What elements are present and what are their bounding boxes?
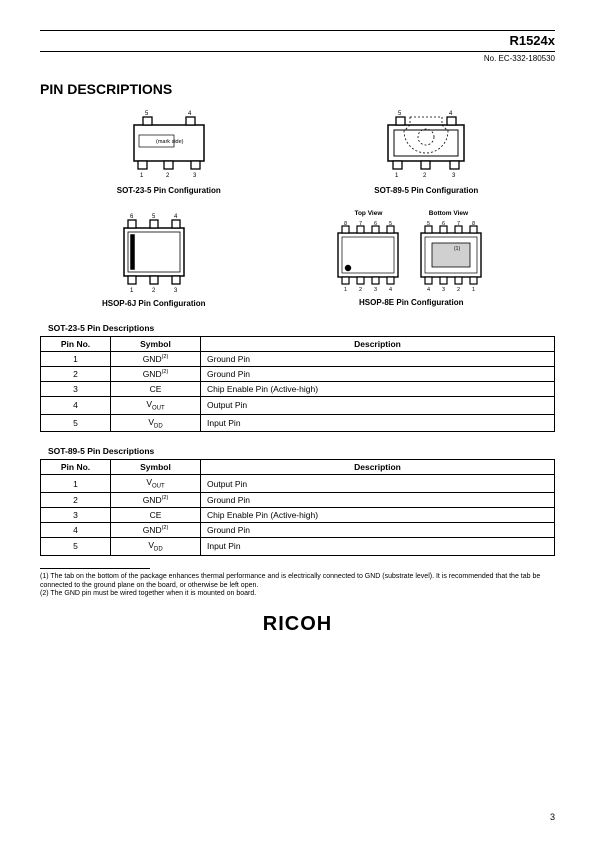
svg-text:6: 6	[374, 221, 377, 227]
svg-text:1: 1	[344, 287, 347, 293]
footnote-1: (1) The tab on the bottom of the package…	[40, 573, 555, 591]
sot235-svg: (mark side) 5 4 1 2 3	[109, 107, 229, 182]
svg-text:7: 7	[359, 221, 362, 227]
table-row: 5VDDInput Pin	[41, 414, 555, 432]
svg-text:3: 3	[452, 173, 456, 179]
table-header-row: Pin No.SymbolDescription	[41, 337, 555, 352]
svg-text:2: 2	[166, 173, 170, 179]
svg-text:8: 8	[472, 221, 475, 227]
sot235-table: Pin No.SymbolDescription 1GND(2)Ground P…	[40, 336, 555, 432]
svg-text:3: 3	[193, 173, 197, 179]
page-number: 3	[550, 812, 555, 822]
svg-text:3: 3	[174, 288, 178, 294]
sot895-table: Pin No.SymbolDescription 1VOUTOutput Pin…	[40, 459, 555, 555]
sot235-table-title: SOT-23-5 Pin Descriptions	[48, 323, 555, 333]
svg-text:2: 2	[423, 173, 427, 179]
svg-text:4: 4	[427, 287, 430, 293]
svg-text:(mark side): (mark side)	[156, 139, 184, 145]
table-row: 1GND(2)Ground Pin	[41, 352, 555, 367]
svg-text:3: 3	[442, 287, 445, 293]
footnote-rule	[40, 568, 150, 569]
ricoh-logo: RICOH	[40, 613, 555, 636]
svg-text:6: 6	[130, 214, 134, 220]
svg-text:4: 4	[174, 214, 178, 220]
svg-text:1: 1	[395, 173, 399, 179]
sot235-diagram: (mark side) 5 4 1 2 3 SOT-23-5 Pin Confi…	[109, 107, 229, 195]
sot895-diagram: 5 4 1 2 3 SOT-89-5 Pin Configuration	[366, 107, 486, 195]
svg-text:4: 4	[389, 287, 392, 293]
sot895-table-title: SOT-89-5 Pin Descriptions	[48, 446, 555, 456]
svg-text:1: 1	[472, 287, 475, 293]
diagrams-row-1: (mark side) 5 4 1 2 3 SOT-23-5 Pin Confi…	[40, 107, 555, 195]
table-row: 2GND(2)Ground Pin	[41, 493, 555, 508]
hsop8e-svg: 8 7 6 5 1 2 3 4 (1) 5 6 7 8 4 3 2 1	[326, 219, 496, 294]
sot895-svg: 5 4 1 2 3	[366, 107, 486, 182]
table-row: 5VDDInput Pin	[41, 538, 555, 556]
table-row: 4VOUTOutput Pin	[41, 397, 555, 415]
svg-text:5: 5	[398, 111, 402, 117]
hsop6j-caption: HSOP-6J Pin Configuration	[99, 299, 209, 308]
diagrams-row-2: 6 5 4 1 2 3 HSOP-6J Pin Configuration To…	[40, 210, 555, 308]
table-row: 2GND(2)Ground Pin	[41, 367, 555, 382]
hsop6j-diagram: 6 5 4 1 2 3 HSOP-6J Pin Configuration	[99, 210, 209, 308]
svg-text:(1): (1)	[454, 246, 460, 252]
svg-text:1: 1	[140, 173, 144, 179]
table-row: 3CEChip Enable Pin (Active-high)	[41, 508, 555, 523]
svg-text:6: 6	[442, 221, 445, 227]
svg-text:5: 5	[145, 111, 149, 117]
footnote-2: (2) The GND pin must be wired together w…	[40, 590, 555, 599]
table-row: 4GND(2)Ground Pin	[41, 523, 555, 538]
svg-text:4: 4	[449, 111, 453, 117]
svg-text:2: 2	[457, 287, 460, 293]
section-title: PIN DESCRIPTIONS	[40, 81, 555, 97]
svg-text:7: 7	[457, 221, 460, 227]
svg-text:5: 5	[427, 221, 430, 227]
svg-text:1: 1	[130, 288, 134, 294]
hsop8e-bottomview-label: Bottom View	[429, 210, 468, 217]
svg-text:3: 3	[374, 287, 377, 293]
doc-title: R1524x	[40, 33, 555, 48]
hsop8e-diagram: Top View Bottom View 8 7 6 5 1 2 3 4 (1)	[326, 210, 496, 308]
sot895-caption: SOT-89-5 Pin Configuration	[366, 186, 486, 195]
svg-text:8: 8	[344, 221, 347, 227]
svg-text:2: 2	[152, 288, 156, 294]
svg-text:2: 2	[359, 287, 362, 293]
svg-text:4: 4	[188, 111, 192, 117]
table-row: 1VOUTOutput Pin	[41, 475, 555, 493]
sot235-caption: SOT-23-5 Pin Configuration	[109, 186, 229, 195]
hsop6j-svg: 6 5 4 1 2 3	[99, 210, 209, 295]
svg-text:5: 5	[389, 221, 392, 227]
table-header-row: Pin No.SymbolDescription	[41, 460, 555, 475]
hsop8e-caption: HSOP-8E Pin Configuration	[326, 298, 496, 307]
svg-text:5: 5	[152, 214, 156, 220]
hsop8e-topview-label: Top View	[354, 210, 382, 217]
doc-number: No. EC-332-180530	[40, 54, 555, 63]
table-row: 3CEChip Enable Pin (Active-high)	[41, 382, 555, 397]
